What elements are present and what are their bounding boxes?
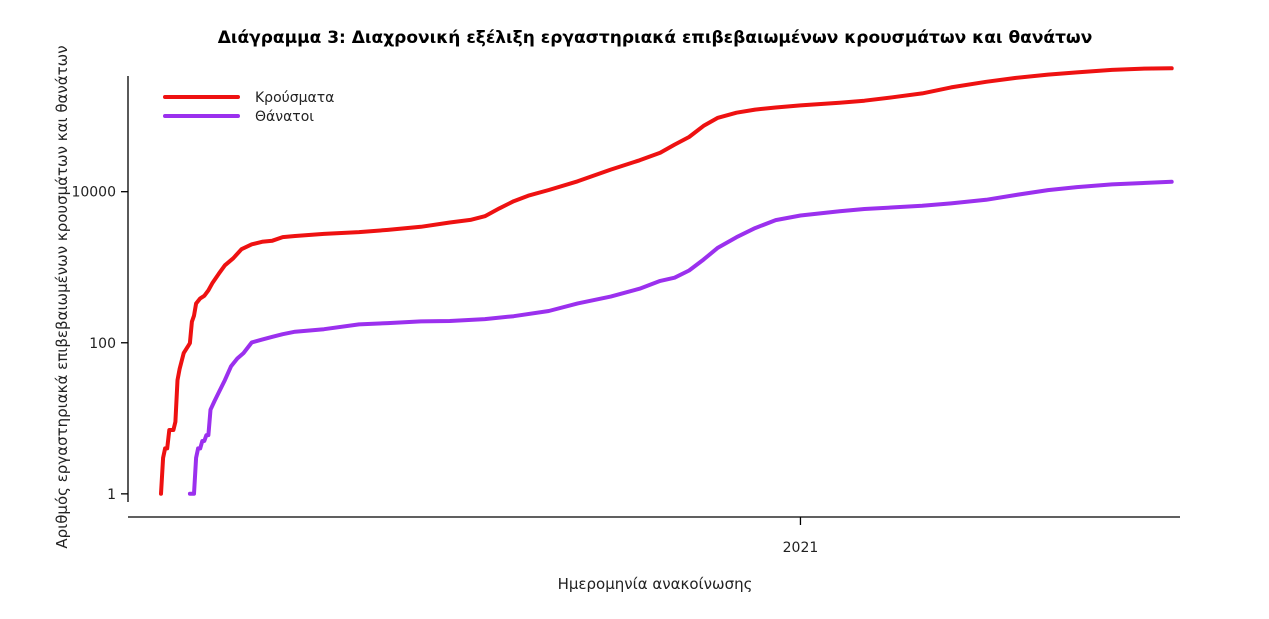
y-tick-label: 1 [107, 487, 116, 503]
legend-label-cases: Κρούσματα [255, 90, 334, 106]
series-cases-line [159, 66, 1174, 496]
legend-label-deaths: Θάνατοι [255, 109, 314, 125]
y-tick-label: 10000 [71, 185, 116, 201]
y-axis: 1 100 10000 [71, 76, 129, 503]
series-deaths-line [187, 179, 1174, 496]
x-axis-label: Ημερομηνία ανακοίνωσης [558, 575, 753, 593]
y-tick-label: 100 [89, 336, 116, 352]
chart-title: Διάγραμμα 3: Διαχρονική εξέλιξη εργαστηρ… [218, 28, 1093, 48]
plot-area [159, 66, 1174, 496]
legend: Κρούσματα Θάνατοι [163, 90, 334, 125]
y-axis-label: Αριθμός εργαστηριακά επιβεβαιωμένων κρου… [53, 45, 71, 548]
x-tick-label: 2021 [783, 540, 819, 556]
x-axis: 2021 [128, 516, 1180, 556]
x-axis-ticks: 2021 [783, 517, 819, 556]
y-axis-ticks: 1 100 10000 [71, 185, 128, 503]
